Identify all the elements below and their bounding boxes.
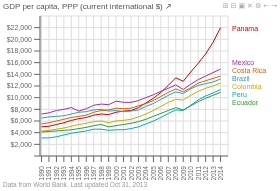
svg-text:2008: 2008 [172, 166, 179, 180]
html-text:Colombia: Colombia [232, 82, 262, 89]
svg-text:1996: 1996 [83, 166, 90, 180]
svg-text:2013: 2013 [210, 166, 217, 180]
svg-text:2011: 2011 [195, 166, 202, 180]
html-text:Ecuador: Ecuador [232, 98, 259, 105]
svg-text:1993: 1993 [60, 166, 67, 180]
svg-text:2010: 2010 [187, 166, 194, 180]
svg-text:$2,000: $2,000 [11, 141, 33, 148]
svg-text:2005: 2005 [150, 166, 157, 180]
svg-text:1992: 1992 [53, 166, 60, 180]
html-text:Data from World Bank. Last upd: Data from World Bank. Last updated Oct 3… [3, 181, 147, 188]
svg-text:$22,000: $22,000 [8, 24, 32, 31]
svg-text:$14,000: $14,000 [8, 71, 32, 78]
svg-text:1998: 1998 [98, 166, 105, 180]
svg-text:2007: 2007 [165, 166, 172, 180]
svg-text:$6,000: $6,000 [11, 117, 33, 124]
svg-text:1995: 1995 [75, 166, 82, 180]
svg-text:1997: 1997 [90, 166, 97, 180]
svg-text:2001: 2001 [120, 166, 127, 180]
svg-text:$4,000: $4,000 [11, 129, 33, 136]
svg-text:$18,000: $18,000 [8, 47, 32, 54]
html-text:GDP per capita, PPP (current i: GDP per capita, PPP (current internation… [3, 2, 172, 11]
html-text:Costa Rica: Costa Rica [232, 66, 267, 73]
svg-text:$16,000: $16,000 [8, 59, 32, 66]
html-text:Brazil: Brazil [232, 74, 250, 81]
svg-text:$20,000: $20,000 [8, 36, 32, 43]
html-text:Peru: Peru [232, 90, 247, 97]
svg-text:2012: 2012 [202, 166, 209, 180]
svg-text:$12,000: $12,000 [8, 82, 32, 89]
svg-text:2000: 2000 [113, 166, 120, 180]
svg-text:1991: 1991 [45, 166, 52, 180]
html-text:Panama: Panama [232, 24, 259, 32]
svg-text:2003: 2003 [135, 166, 142, 180]
svg-text:2004: 2004 [142, 166, 149, 180]
svg-text:$10,000: $10,000 [8, 94, 32, 101]
svg-text:2006: 2006 [157, 166, 164, 180]
svg-text:2009: 2009 [180, 166, 187, 180]
html-text:Mexico: Mexico [232, 58, 255, 65]
svg-text:1999: 1999 [105, 166, 112, 180]
svg-text:2002: 2002 [128, 166, 135, 180]
svg-text:2014: 2014 [217, 166, 224, 180]
svg-text:1990: 1990 [38, 166, 45, 180]
svg-text:$8,000: $8,000 [11, 106, 33, 113]
svg-text:1994: 1994 [68, 166, 75, 180]
